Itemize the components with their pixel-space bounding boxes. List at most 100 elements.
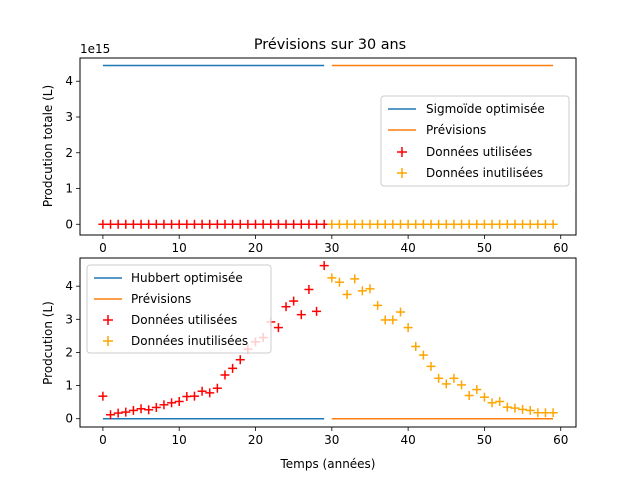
data-point bbox=[411, 341, 421, 351]
data-point bbox=[98, 391, 108, 401]
data-point bbox=[548, 408, 558, 418]
top-chart: Prévisions sur 30 ans 1e15 Prodcution to… bbox=[41, 37, 577, 255]
data-point bbox=[495, 396, 505, 406]
legend-marker-donnees-inutilisees bbox=[103, 336, 113, 346]
y-tick-label: 3 bbox=[65, 110, 73, 124]
data-point bbox=[289, 219, 299, 229]
data-point bbox=[121, 219, 131, 229]
x-tick-label: 0 bbox=[99, 433, 107, 447]
data-point bbox=[533, 219, 543, 229]
data-point bbox=[426, 219, 436, 229]
data-point bbox=[159, 400, 169, 410]
bottom-chart: Temps (années) Prodcution (L) Hubbert op… bbox=[41, 257, 577, 471]
data-point bbox=[418, 350, 428, 360]
top-chart-ylabel: Prodcution totale (L) bbox=[41, 85, 55, 207]
y-tick-label: 2 bbox=[65, 345, 73, 359]
data-point bbox=[98, 219, 108, 229]
data-point bbox=[113, 408, 123, 418]
data-point bbox=[128, 219, 138, 229]
data-point bbox=[365, 219, 375, 229]
data-point bbox=[151, 219, 161, 229]
data-point bbox=[281, 219, 291, 229]
data-point bbox=[174, 219, 184, 229]
data-point bbox=[418, 219, 428, 229]
y-tick-label: 3 bbox=[65, 312, 73, 326]
x-tick-label: 30 bbox=[324, 241, 339, 255]
legend-label-sigmoide: Sigmoïde optimisée bbox=[426, 102, 545, 116]
top-chart-frame bbox=[79, 57, 577, 236]
data-point bbox=[182, 392, 192, 402]
data-point bbox=[220, 370, 230, 380]
y-tick-label: 0 bbox=[65, 412, 73, 426]
data-point bbox=[472, 219, 482, 229]
data-point bbox=[334, 219, 344, 229]
data-point bbox=[487, 219, 497, 229]
data-point bbox=[136, 404, 146, 414]
data-point bbox=[304, 219, 314, 229]
data-point bbox=[357, 219, 367, 229]
data-point bbox=[434, 219, 444, 229]
data-point bbox=[189, 219, 199, 229]
data-point bbox=[487, 398, 497, 408]
data-point bbox=[159, 219, 169, 229]
data-point bbox=[327, 219, 337, 229]
data-point bbox=[434, 373, 444, 383]
legend-frame bbox=[380, 95, 570, 187]
data-point bbox=[113, 219, 123, 229]
y-tick-label: 2 bbox=[65, 146, 73, 160]
data-point bbox=[266, 219, 276, 229]
data-point bbox=[510, 219, 520, 229]
data-point bbox=[167, 219, 177, 229]
data-point bbox=[395, 219, 405, 229]
data-point bbox=[167, 398, 177, 408]
data-point bbox=[502, 402, 512, 412]
data-point bbox=[136, 219, 146, 229]
data-point bbox=[319, 219, 329, 229]
data-point bbox=[182, 219, 192, 229]
data-point bbox=[174, 396, 184, 406]
data-point bbox=[334, 277, 344, 287]
data-point bbox=[464, 219, 474, 229]
data-point bbox=[395, 307, 405, 317]
x-tick-label: 10 bbox=[172, 241, 187, 255]
data-point bbox=[449, 373, 459, 383]
data-point bbox=[273, 323, 283, 333]
data-point bbox=[441, 219, 451, 229]
data-point bbox=[189, 391, 199, 401]
data-point bbox=[502, 219, 512, 229]
data-point bbox=[106, 219, 116, 229]
data-point bbox=[273, 219, 283, 229]
legend-marker-donnees-inutilisees bbox=[397, 168, 407, 178]
legend-label-donnees-inutilisees: Données inutilisées bbox=[131, 334, 248, 348]
y-tick-label: 0 bbox=[65, 217, 73, 231]
data-point bbox=[510, 403, 520, 413]
data-point bbox=[312, 219, 322, 229]
top-chart-legend: Sigmoïde optimisée Prévisions Données ut… bbox=[380, 95, 570, 187]
data-point bbox=[441, 379, 451, 389]
data-point bbox=[197, 386, 207, 396]
bottom-chart-frame bbox=[79, 257, 577, 428]
data-point bbox=[426, 361, 436, 371]
data-point bbox=[388, 315, 398, 325]
x-tick-label: 40 bbox=[400, 433, 415, 447]
bottom-chart-plot-area bbox=[98, 261, 558, 420]
bottom-chart-ylabel: Prodcution (L) bbox=[41, 301, 55, 385]
data-point bbox=[388, 219, 398, 229]
data-point bbox=[304, 284, 314, 294]
data-point bbox=[380, 219, 390, 229]
data-point bbox=[289, 296, 299, 306]
data-point bbox=[212, 383, 222, 393]
x-tick-label: 40 bbox=[400, 241, 415, 255]
data-point bbox=[243, 219, 253, 229]
x-tick-label: 20 bbox=[248, 433, 263, 447]
data-point bbox=[312, 306, 322, 316]
top-chart-offset-text: 1e15 bbox=[80, 42, 110, 56]
data-point bbox=[296, 310, 306, 320]
data-point bbox=[495, 219, 505, 229]
data-point bbox=[319, 261, 329, 271]
data-point bbox=[479, 392, 489, 402]
x-tick-label: 50 bbox=[477, 241, 492, 255]
legend-label-previsions: Prévisions bbox=[131, 292, 191, 306]
